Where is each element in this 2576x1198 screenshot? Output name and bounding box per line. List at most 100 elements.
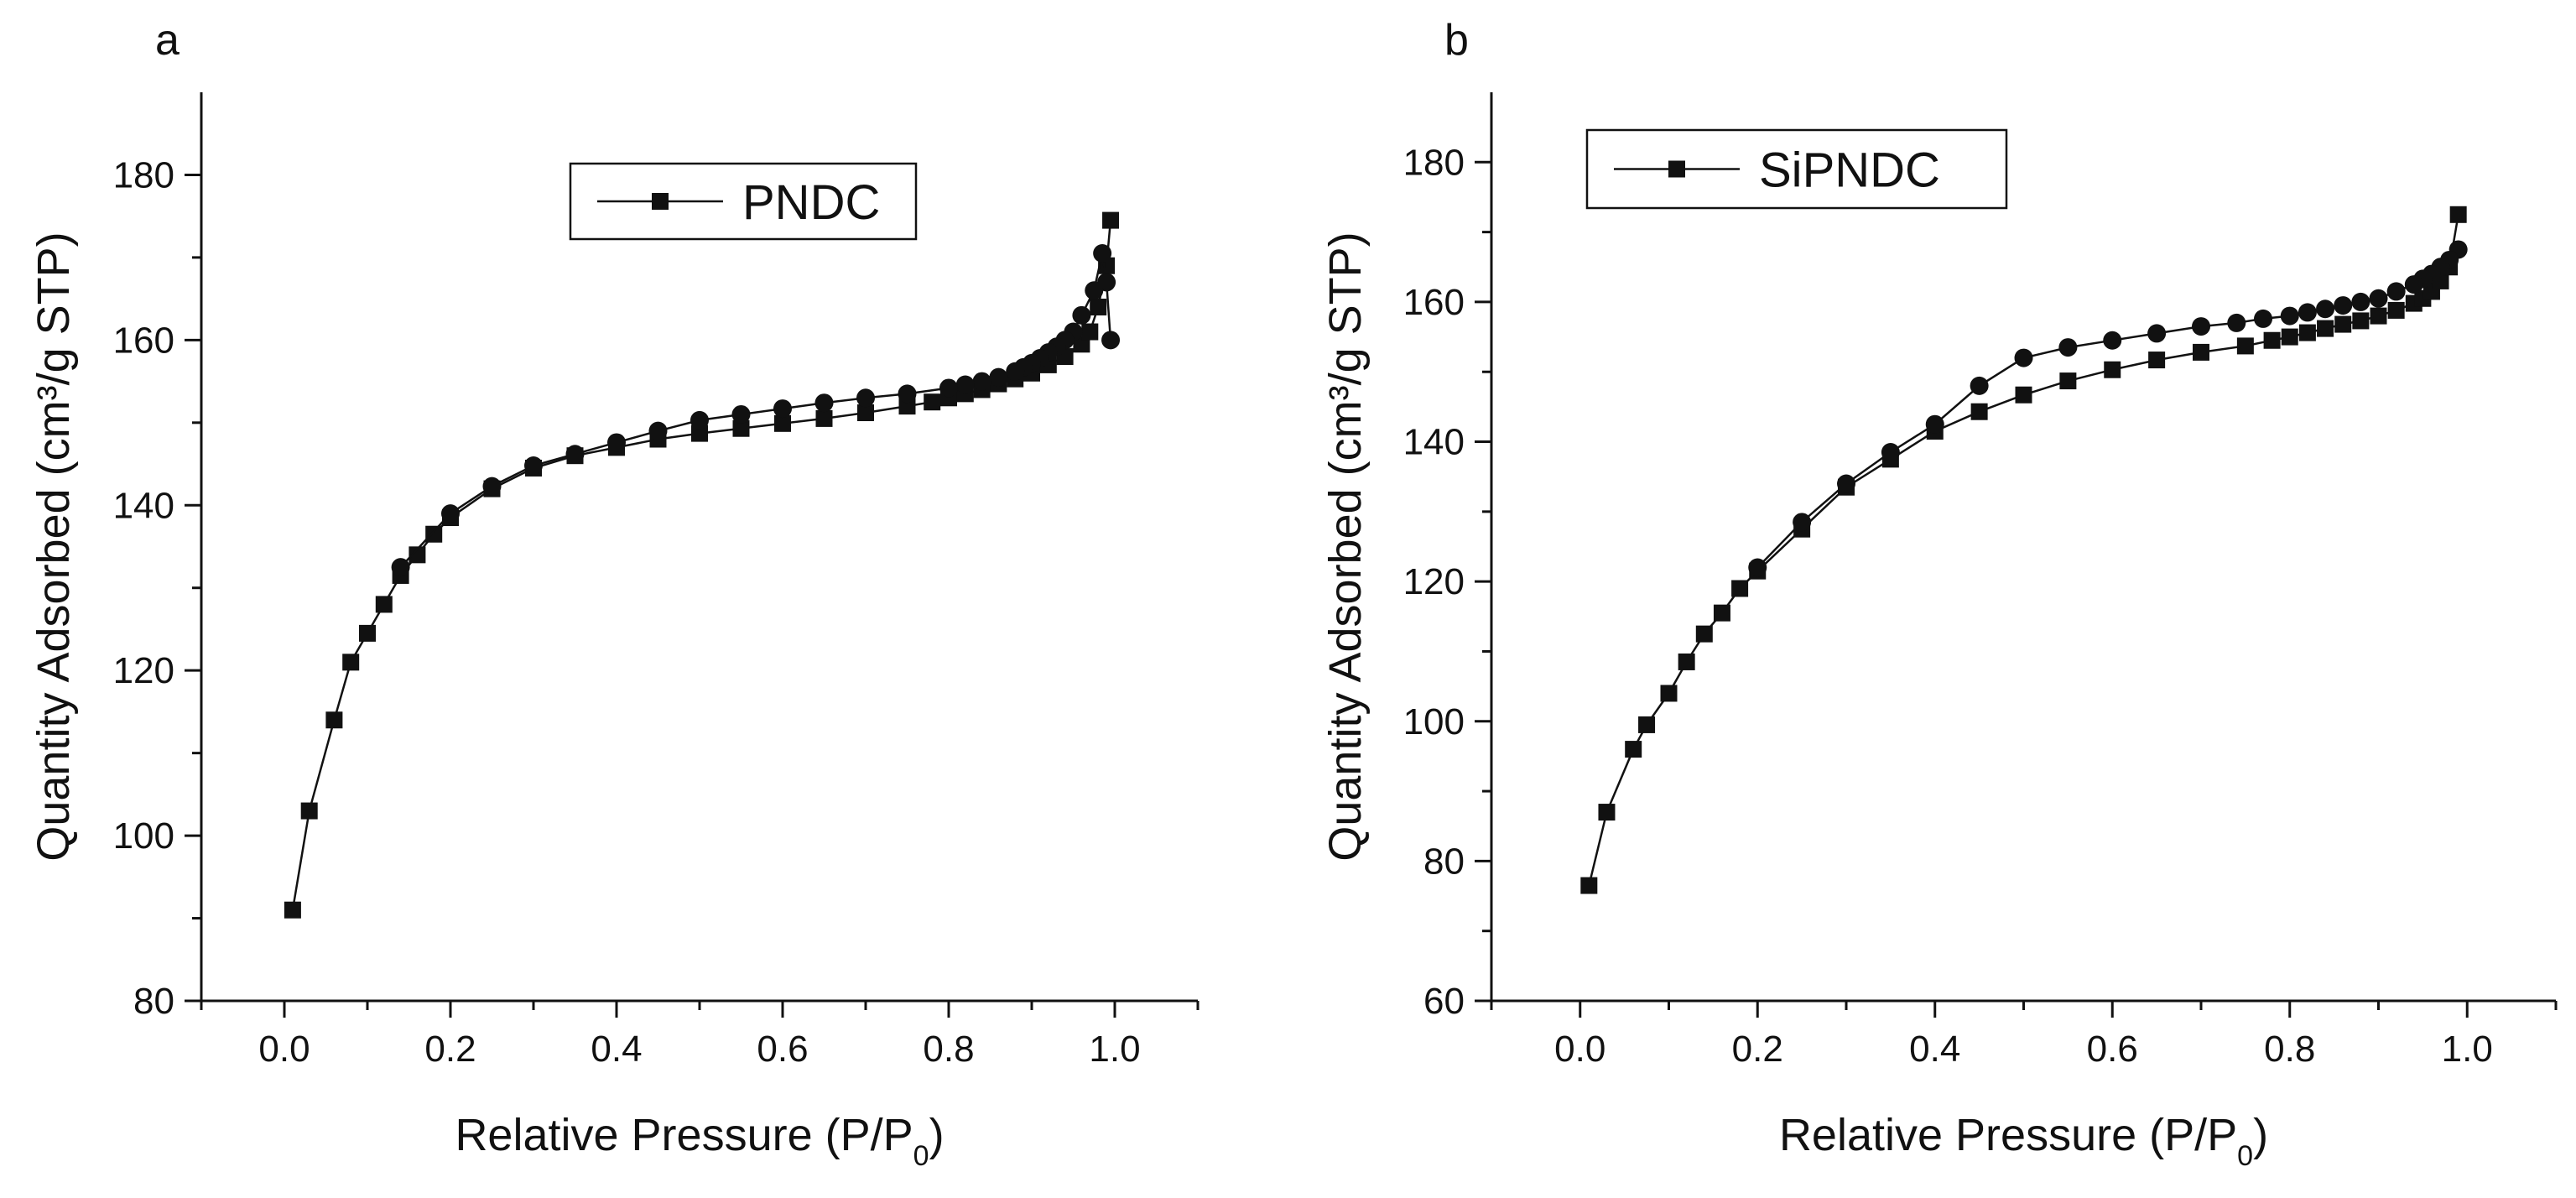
- x-tick-label: 0.8: [923, 1029, 974, 1070]
- x-axis-title-subscript: 0: [2237, 1140, 2253, 1172]
- y-tick-label: 100: [113, 815, 174, 857]
- data-point: [1072, 305, 1091, 325]
- y-tick-label: 160: [1403, 282, 1465, 323]
- data-point: [1793, 513, 1812, 532]
- x-tick-label: 0.0: [1554, 1029, 1605, 1070]
- x-tick-label: 1.0: [1089, 1029, 1140, 1070]
- data-point: [2281, 328, 2298, 346]
- data-point: [2103, 331, 2122, 350]
- data-point: [773, 399, 792, 419]
- data-point: [1837, 474, 1855, 493]
- data-point: [2351, 292, 2370, 311]
- series-desorption: [391, 243, 1121, 577]
- x-axis-title-end: ): [929, 1110, 945, 1160]
- data-point: [731, 404, 751, 424]
- data-point: [1881, 443, 1900, 462]
- data-point: [2058, 338, 2078, 357]
- data-point: [1731, 580, 1749, 597]
- legend-marker: [652, 193, 669, 210]
- legend-label: SiPNDC: [1759, 143, 1940, 198]
- data-point: [425, 525, 443, 543]
- data-point: [1970, 403, 1988, 420]
- data-point: [2192, 317, 2210, 336]
- data-point: [1925, 414, 1944, 434]
- y-tick-label: 140: [113, 485, 174, 526]
- data-point: [1695, 625, 1713, 643]
- data-point: [989, 367, 1008, 387]
- y-tick-label: 80: [133, 981, 174, 1022]
- data-point: [815, 409, 833, 427]
- data-point: [1081, 323, 1099, 341]
- data-point: [482, 477, 502, 496]
- y-axis-title: Quantity Adsorbed (cm³/g STP): [1320, 232, 1371, 861]
- legend: SiPNDC: [1585, 128, 2008, 210]
- data-point: [2449, 206, 2467, 223]
- data-point: [2316, 300, 2335, 319]
- legend-label: PNDC: [742, 175, 880, 230]
- data-point: [607, 433, 626, 452]
- y-tick-label: 100: [1403, 701, 1465, 742]
- data-point: [924, 393, 941, 411]
- y-axis-title: Quantity Adsorbed (cm³/g STP): [29, 232, 79, 861]
- y-tick-label: 60: [1423, 981, 1465, 1022]
- data-point: [2015, 386, 2032, 404]
- data-point: [648, 421, 668, 440]
- data-point: [691, 425, 708, 442]
- data-point: [2059, 372, 2077, 390]
- data-point: [2148, 352, 2166, 369]
- series-line: [399, 253, 1112, 568]
- data-point: [1090, 298, 1107, 315]
- data-point: [2334, 315, 2352, 333]
- data-point: [2227, 313, 2246, 332]
- data-point: [2352, 312, 2370, 330]
- data-point: [2014, 348, 2033, 367]
- data-point: [1625, 741, 1642, 758]
- y-tick-label: 140: [1403, 422, 1465, 463]
- x-axis-title-end: ): [2253, 1110, 2268, 1160]
- data-point: [1678, 653, 1695, 670]
- data-point: [1101, 331, 1121, 350]
- data-point: [2386, 282, 2406, 301]
- y-tick-label: 160: [113, 320, 174, 361]
- data-point: [814, 393, 834, 413]
- data-point: [359, 624, 376, 642]
- data-point: [1713, 604, 1730, 622]
- data-point: [2369, 289, 2388, 308]
- y-tick-label: 120: [1403, 561, 1465, 602]
- panel-letter: b: [1444, 16, 1469, 65]
- y-tick-label: 180: [1403, 142, 1465, 183]
- x-tick-label: 1.0: [2442, 1029, 2493, 1070]
- y-tick-label: 180: [113, 154, 174, 195]
- data-point: [1006, 362, 1025, 381]
- panel-letter: a: [155, 16, 180, 65]
- chart-panel-b: b 0.0 0.2 0.4 0.6 0.8 1.0 60 80 100 120 140 160 180 Re…: [1320, 16, 2558, 1172]
- data-point: [524, 456, 543, 476]
- data-point: [1970, 376, 1989, 395]
- series-desorption: [1748, 240, 2468, 577]
- data-point: [972, 372, 991, 391]
- legend: PNDC: [569, 162, 918, 241]
- y-tick-label: 80: [1423, 841, 1465, 882]
- data-point: [939, 378, 958, 398]
- data-point: [2334, 296, 2353, 315]
- x-axis-title: Relative Pressure (P/P0): [1779, 1110, 2268, 1172]
- x-tick-label: 0.2: [1732, 1029, 1783, 1070]
- x-tick-label: 0.6: [2087, 1029, 2138, 1070]
- data-point: [2280, 306, 2299, 326]
- data-point: [1085, 281, 1104, 300]
- data-point: [375, 596, 393, 613]
- data-point: [2263, 331, 2281, 349]
- data-point: [2317, 320, 2334, 337]
- data-point: [441, 504, 460, 523]
- data-point: [391, 558, 410, 577]
- data-point: [2370, 307, 2387, 325]
- x-tick-label: 0.6: [757, 1029, 808, 1070]
- data-point: [2193, 343, 2209, 361]
- data-point: [284, 901, 301, 919]
- data-point: [2298, 324, 2316, 341]
- x-tick-label: 0.4: [1909, 1029, 1960, 1070]
- x-tick-label: 0.4: [591, 1029, 642, 1070]
- x-axis-title-main: Relative Pressure (P/P: [455, 1110, 913, 1160]
- data-point: [856, 388, 875, 408]
- x-axis-title: Relative Pressure (P/P0): [455, 1110, 944, 1172]
